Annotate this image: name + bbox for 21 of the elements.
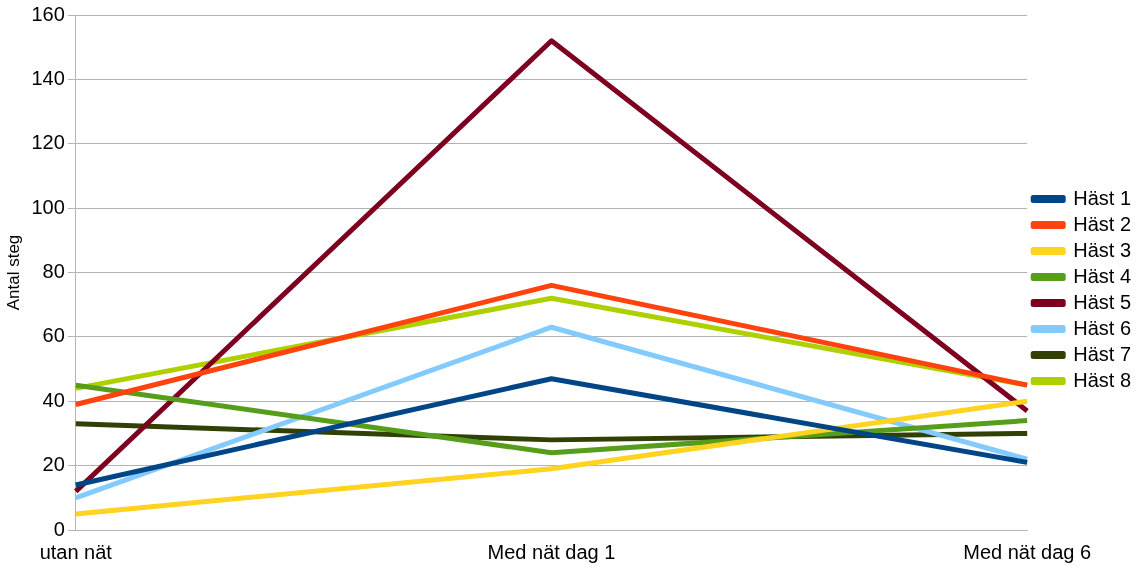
y-tick-label: 40 <box>42 388 65 411</box>
legend-label: Häst 2 <box>1073 212 1132 235</box>
legend-label: Häst 6 <box>1073 316 1132 339</box>
y-tick-label: 160 <box>31 2 65 25</box>
y-tick-label: 80 <box>42 260 65 283</box>
y-tick-label: 120 <box>31 131 65 154</box>
y-tick-label: 140 <box>31 66 65 89</box>
y-axis-title: Antal steg <box>3 234 23 311</box>
y-tick-label: 60 <box>42 324 65 347</box>
legend-label: Häst 4 <box>1073 264 1132 287</box>
legend-label: Häst 3 <box>1073 238 1132 261</box>
x-tick-label: Med nät dag 6 <box>963 540 1092 563</box>
legend-label: Häst 7 <box>1073 342 1132 365</box>
legend-label: Häst 1 <box>1073 186 1132 209</box>
x-tick-label: utan nät <box>39 540 113 563</box>
legend-label: Häst 5 <box>1073 290 1132 313</box>
legend-label: Häst 8 <box>1073 368 1132 391</box>
y-tick-label: 0 <box>53 517 65 540</box>
x-tick-label: Med nät dag 1 <box>487 540 616 563</box>
y-tick-label: 100 <box>31 195 65 218</box>
y-tick-label: 20 <box>42 453 65 476</box>
